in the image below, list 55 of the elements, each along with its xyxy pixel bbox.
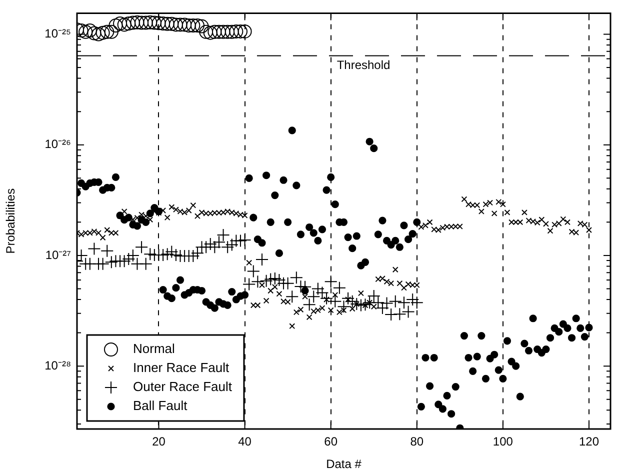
point bbox=[203, 26, 218, 40]
point bbox=[212, 24, 226, 39]
ref-line-label: Threshold bbox=[336, 58, 390, 72]
point bbox=[238, 24, 252, 38]
point bbox=[220, 24, 235, 39]
point bbox=[96, 26, 110, 40]
point bbox=[87, 26, 102, 40]
legend-label: Inner Race Fault bbox=[133, 360, 230, 376]
point bbox=[164, 16, 179, 31]
y-tick-label: 10⁻²⁸ bbox=[44, 358, 71, 372]
point bbox=[130, 15, 144, 30]
point bbox=[194, 19, 209, 34]
point bbox=[82, 24, 97, 38]
legend-label: Normal bbox=[133, 341, 176, 356]
x-tick-label: 80 bbox=[410, 434, 424, 449]
point bbox=[117, 18, 132, 32]
legend-label: Outer Race Fault bbox=[133, 379, 232, 394]
point bbox=[229, 24, 244, 38]
point bbox=[78, 24, 93, 39]
y-tick-label: 10⁻²⁷ bbox=[45, 248, 71, 262]
point bbox=[100, 24, 114, 39]
point bbox=[182, 18, 196, 32]
point bbox=[216, 24, 230, 39]
point bbox=[108, 18, 123, 32]
legend-label: Ball Fault bbox=[133, 398, 188, 414]
y-tick-label: 10⁻²⁶ bbox=[44, 137, 72, 152]
point bbox=[199, 24, 214, 39]
point bbox=[113, 16, 128, 31]
x-tick-label: 100 bbox=[492, 434, 514, 449]
point bbox=[143, 15, 158, 30]
point bbox=[152, 16, 166, 30]
point bbox=[147, 16, 162, 30]
point bbox=[224, 24, 239, 39]
x-tick-label: 20 bbox=[152, 434, 166, 449]
point bbox=[160, 16, 174, 31]
point bbox=[122, 16, 136, 31]
point bbox=[208, 24, 222, 39]
point bbox=[186, 18, 200, 32]
point bbox=[138, 16, 153, 30]
y-axis-title: Probabilities bbox=[4, 188, 18, 254]
x-tick-label: 120 bbox=[578, 434, 600, 449]
point bbox=[134, 16, 149, 30]
point bbox=[104, 24, 118, 39]
point bbox=[126, 16, 140, 30]
y-tick-label: 10⁻²⁵ bbox=[44, 26, 72, 41]
point bbox=[156, 16, 170, 31]
x-tick-label: 60 bbox=[324, 434, 338, 449]
point bbox=[190, 18, 204, 32]
point bbox=[178, 18, 192, 32]
point bbox=[233, 24, 248, 38]
point bbox=[92, 27, 106, 42]
x-axis-title: Data # bbox=[326, 457, 362, 472]
x-tick-label: 40 bbox=[238, 434, 252, 449]
point bbox=[168, 18, 183, 32]
point bbox=[173, 18, 188, 32]
